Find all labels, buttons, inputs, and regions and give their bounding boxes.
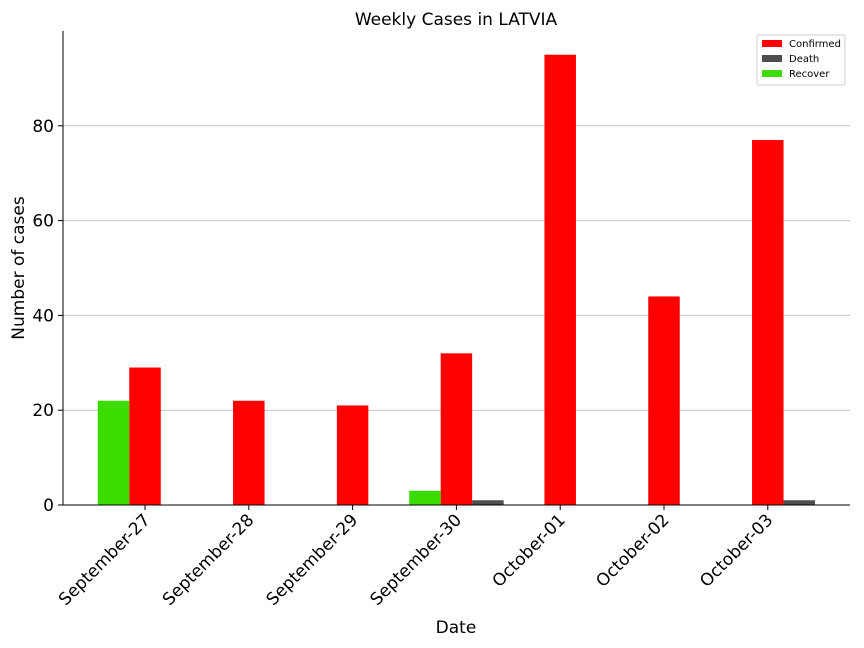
- legend-swatch-confirmed: [762, 40, 782, 47]
- bar-recover: [97, 400, 130, 505]
- x-tick-label: September-27: [55, 510, 154, 609]
- bar-confirmed: [336, 405, 369, 505]
- y-tick-label: 20: [32, 401, 54, 421]
- bar-confirmed: [233, 400, 265, 505]
- bar-confirmed: [129, 367, 161, 505]
- x-tick-label: October-02: [592, 510, 673, 591]
- y-tick-label: 80: [32, 117, 54, 137]
- legend-label-death: Death: [789, 54, 819, 65]
- y-axis-label: Number of cases: [9, 196, 29, 340]
- bar-confirmed: [544, 54, 576, 505]
- bar-confirmed: [752, 140, 784, 505]
- x-tick-label: September-29: [263, 510, 362, 609]
- x-axis-label: Date: [436, 618, 477, 638]
- legend-label-recover: Recover: [789, 69, 830, 80]
- y-tick-label: 60: [32, 212, 54, 232]
- x-tick-label: October-01: [489, 510, 570, 591]
- legend: Confirmed Death Recover: [756, 34, 846, 86]
- chart-title: Weekly Cases in LATVIA: [355, 10, 558, 30]
- bar-confirmed: [440, 353, 473, 505]
- bar-recover: [409, 490, 441, 505]
- legend-swatch-recover: [762, 70, 782, 77]
- y-ticks: 0 20 40 60 80: [32, 117, 63, 516]
- y-tick-label: 0: [43, 496, 54, 516]
- bars: [97, 54, 816, 505]
- legend-label-confirmed: Confirmed: [789, 39, 841, 50]
- x-tick-label: September-28: [159, 510, 258, 609]
- bar-confirmed: [648, 296, 680, 505]
- x-ticks: September-27 September-28 September-29 Sept…: [55, 505, 777, 610]
- y-tick-label: 40: [32, 306, 54, 326]
- x-tick-label: September-30: [366, 510, 465, 609]
- x-tick-label: October-03: [696, 510, 777, 591]
- bar-death: [472, 500, 504, 505]
- bar-death: [783, 500, 816, 505]
- legend-swatch-death: [762, 55, 782, 62]
